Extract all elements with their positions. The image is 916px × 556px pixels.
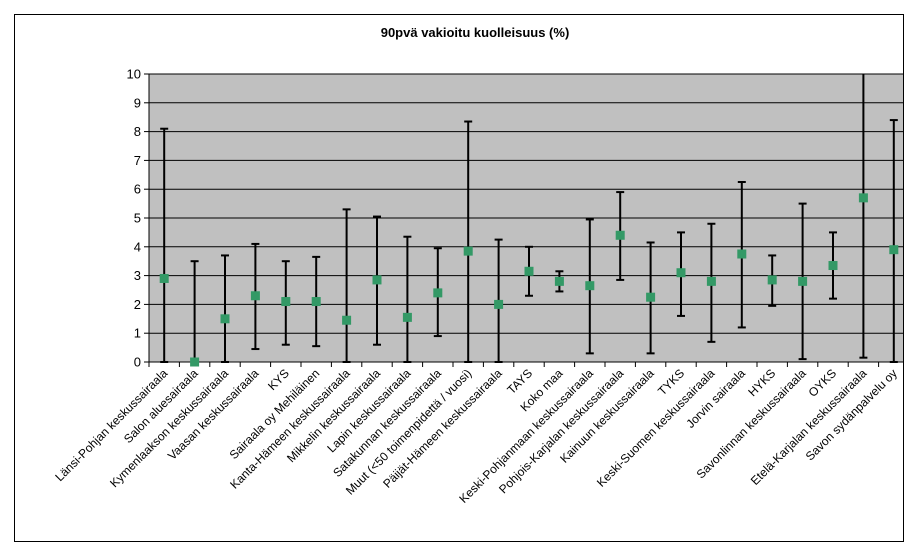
data-point — [433, 288, 443, 298]
data-point — [554, 276, 564, 286]
y-tick-label: 10 — [127, 67, 141, 82]
error-bar — [342, 208, 351, 363]
error-bar — [160, 127, 169, 363]
data-point — [463, 246, 473, 256]
data-point — [342, 315, 352, 325]
data-point — [402, 312, 412, 322]
data-point — [798, 276, 808, 286]
data-point — [372, 275, 382, 285]
data-point — [524, 266, 534, 276]
data-point — [220, 314, 230, 324]
data-point — [706, 276, 716, 286]
data-markers — [159, 193, 899, 367]
y-tick-label: 4 — [134, 239, 141, 254]
error-bar — [221, 254, 229, 363]
data-point — [828, 261, 838, 271]
error-bar — [859, 74, 868, 359]
x-tick-label: Länsi-Pohjan keskussairaala — [52, 366, 170, 484]
error-bar — [464, 120, 473, 363]
data-point — [767, 275, 777, 285]
data-point — [159, 273, 169, 283]
chart-title: 90pvä vakioitu kuolleisuus (%) — [381, 25, 570, 40]
y-tick-label: 5 — [134, 211, 141, 226]
x-axis — [148, 361, 903, 367]
data-point — [615, 230, 625, 240]
data-point — [585, 281, 595, 291]
x-tick-label: KYS — [265, 366, 292, 393]
y-tick-label: 1 — [134, 326, 141, 341]
data-point — [250, 291, 260, 301]
data-point — [858, 193, 868, 203]
y-tick-label: 9 — [134, 95, 141, 110]
data-point — [281, 297, 291, 307]
data-point — [311, 297, 321, 307]
y-axis: 0 1 2 3 4 5 6 7 8 9 10 — [127, 67, 150, 370]
data-point — [737, 249, 747, 259]
error-bar — [889, 119, 898, 363]
y-tick-label: 2 — [134, 297, 141, 312]
y-tick-label: 0 — [134, 355, 141, 370]
data-point — [676, 268, 686, 278]
chart-frame: 90pvä vakioitu kuolleisuus (%) 0 1 2 3 4 5 6 7 8… — [14, 14, 904, 542]
data-point — [646, 292, 656, 302]
y-tick-label: 7 — [134, 153, 141, 168]
y-tick-label: 3 — [134, 268, 141, 283]
data-point — [889, 245, 899, 255]
y-tick-label: 8 — [134, 124, 141, 139]
chart-svg: 90pvä vakioitu kuolleisuus (%) 0 1 2 3 4 5 6 7 8… — [52, 25, 903, 506]
data-point — [190, 357, 200, 367]
data-point — [494, 299, 504, 309]
error-bar — [403, 235, 412, 363]
y-tick-label: 6 — [134, 182, 141, 197]
x-tick-label: Kymenlaakson keskussairaala — [107, 366, 231, 490]
